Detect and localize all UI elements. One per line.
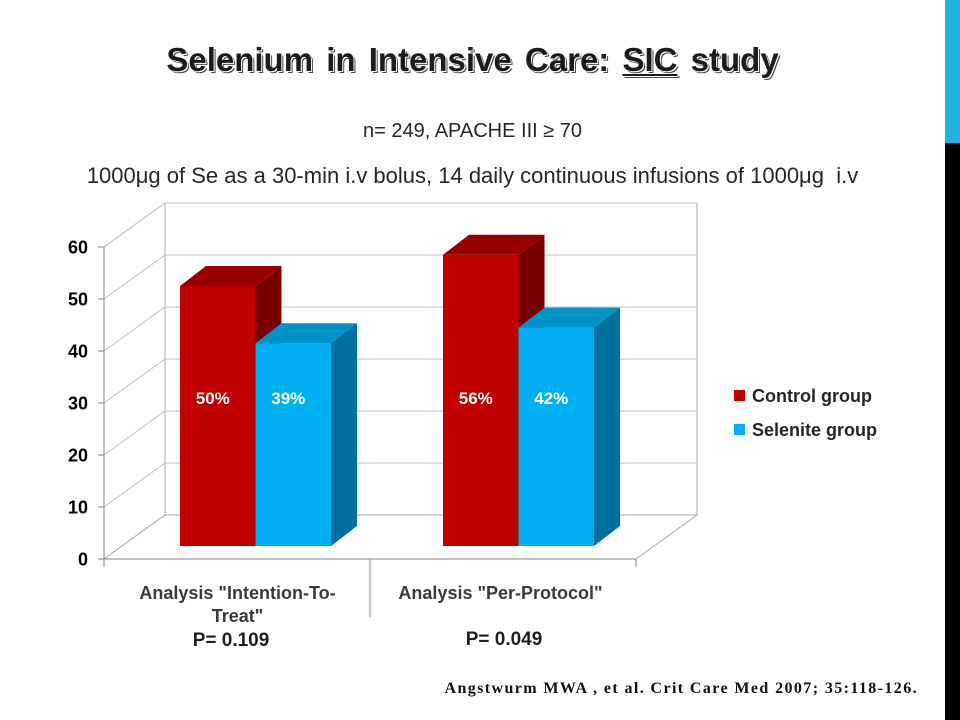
sidebar-accent-bar: [945, 0, 960, 143]
y-tick-label: 0: [78, 550, 88, 570]
bar-top-face: [443, 234, 545, 255]
data-label: 39%: [271, 389, 305, 408]
title-end: study: [690, 41, 779, 78]
bar-front-face: [518, 327, 594, 546]
study-population: n= 249, APACHE III ≥ 70: [362, 120, 583, 142]
citation: Angstwurm MWA , et al. Crit Care Med 200…: [444, 680, 918, 697]
sidebar-dark-bar: [945, 143, 960, 720]
legend-item-selenite: Selenite group: [734, 419, 924, 441]
legend-swatch-selenite: [734, 424, 745, 435]
dosing-regimen: 1000μg of Se as a 30-min i.v bolus, 14 d…: [86, 163, 859, 188]
bar-top-face: [255, 323, 357, 344]
bar-side-face: [594, 307, 620, 546]
bar-top-face: [518, 307, 620, 328]
data-label: 42%: [534, 389, 568, 408]
y-tick-label: 40: [68, 342, 88, 362]
y-tick-label: 50: [68, 290, 88, 310]
gridline: [103, 202, 697, 248]
p-value-per-protocol: P= 0.049: [465, 629, 543, 650]
y-tick-label: 60: [68, 238, 88, 258]
data-labels: 50% 56% 39% 42%: [196, 389, 569, 408]
bar-selenite-group: [518, 307, 620, 546]
y-axis: 0 10 20 30 40 50 60: [68, 238, 105, 570]
bar-side-face: [331, 323, 357, 546]
x-axis: [103, 558, 637, 617]
title-main: Selenium in Intensive Care:: [166, 41, 610, 78]
legend-label-selenite: Selenite group: [752, 420, 878, 440]
bar-selenite-group: [255, 323, 357, 546]
bar-front-face: [180, 286, 256, 546]
y-tick-label: 20: [68, 446, 88, 466]
bars: [180, 234, 620, 547]
chart-legend: Control group Selenite group: [734, 385, 924, 445]
bar-front-face: [255, 343, 331, 546]
legend-label-control: Control group: [752, 386, 872, 406]
legend-item-control: Control group: [734, 385, 924, 407]
slide-title: Selenium in Intensive Care: SIC study: [0, 38, 945, 82]
p-value-intention-to-treat: P= 0.109: [192, 630, 270, 651]
bar-top-face: [180, 266, 282, 286]
y-tick-label: 30: [68, 394, 88, 414]
data-label: 50%: [196, 389, 230, 408]
bar-front-face: [443, 254, 519, 547]
title-acronym: SIC: [622, 41, 678, 78]
data-label: 56%: [459, 389, 493, 408]
legend-swatch-control: [734, 390, 745, 401]
y-tick-label: 10: [68, 498, 88, 518]
category-label-intention-to-treat: Analysis "Intention-To-Treat": [139, 583, 336, 626]
category-label-per-protocol: Analysis "Per-Protocol": [398, 583, 603, 603]
